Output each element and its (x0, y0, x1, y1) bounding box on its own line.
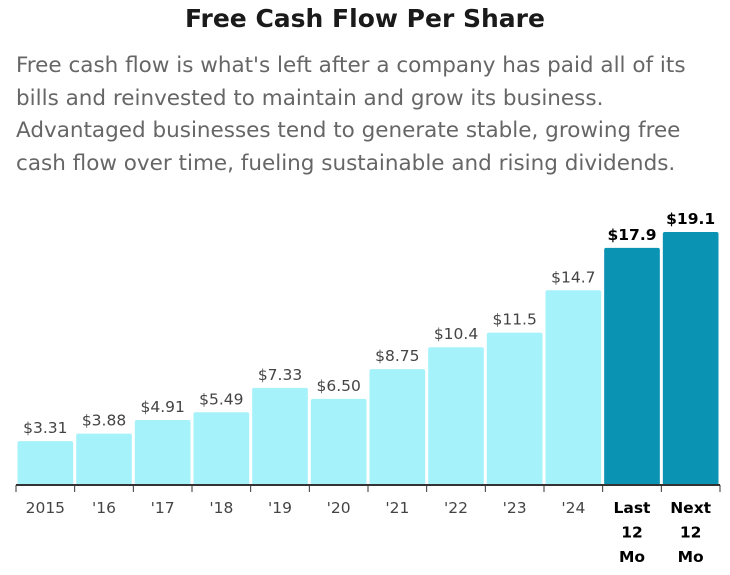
chart-title: Free Cash Flow Per Share (185, 4, 545, 33)
value-label-1: $3.88 (82, 412, 126, 430)
bar-6 (369, 369, 426, 485)
bars-group (17, 232, 719, 485)
bar-5 (310, 398, 367, 485)
value-label-7: $10.4 (434, 325, 478, 343)
category-label-11: Next 12 Mo (670, 499, 711, 566)
category-label-0: 2015 (26, 499, 65, 517)
chart-description: Free cash flow is what's left after a co… (16, 53, 686, 176)
bar-2 (134, 419, 191, 485)
category-labels-group: 2015 '16 '17 '18 '19 '20 '21 '22 '23 '24 Last 12 Mo N… (26, 499, 712, 566)
value-label-2: $4.91 (140, 398, 184, 416)
category-label-1: '16 (92, 499, 116, 517)
bar-0 (17, 441, 74, 485)
category-label-7: '22 (444, 499, 468, 517)
bar-3 (193, 412, 250, 485)
value-label-9: $14.7 (551, 268, 595, 286)
value-label-0: $3.31 (23, 419, 67, 437)
value-labels-group: $3.31 $3.88 $4.91 $5.49 $7.33 $6.50 $8.75 $10.4… (23, 210, 715, 437)
category-label-9: '24 (561, 499, 585, 517)
bar-11 (662, 232, 719, 485)
bar-4 (252, 387, 308, 485)
value-label-5: $6.50 (316, 377, 360, 395)
category-label-2: '17 (151, 499, 175, 517)
bar-8 (486, 332, 543, 485)
value-label-11: $19.1 (666, 210, 715, 228)
category-label-5: '20 (327, 499, 351, 517)
category-label-3: '18 (209, 499, 233, 517)
value-label-8: $11.5 (492, 311, 536, 329)
value-label-3: $5.49 (199, 390, 243, 408)
value-label-10: $17.9 (607, 226, 656, 244)
bar-10 (604, 247, 660, 485)
x-ticks-group (15, 485, 721, 492)
bar-1 (76, 433, 132, 485)
category-label-6: '21 (385, 499, 409, 517)
value-label-6: $8.75 (375, 347, 419, 365)
value-label-4: $7.33 (258, 366, 302, 384)
category-label-10: Last 12 Mo (614, 499, 652, 566)
bar-9 (545, 290, 602, 485)
category-label-8: '23 (503, 499, 527, 517)
category-label-4: '19 (268, 499, 292, 517)
bar-7 (428, 347, 484, 485)
